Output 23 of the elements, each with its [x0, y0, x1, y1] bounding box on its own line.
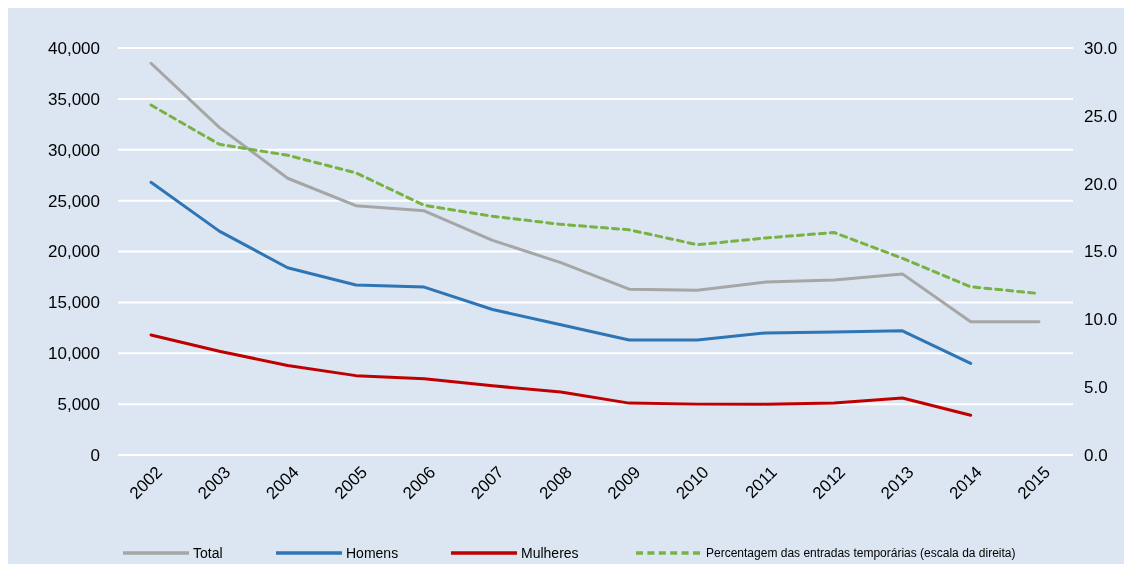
y2-tick-label: 25.0: [1084, 106, 1118, 126]
y2-tick-label: 5.0: [1084, 378, 1108, 398]
y-tick-label: 40,000: [48, 38, 100, 58]
y-tick-label: 30,000: [48, 140, 100, 160]
line-series: [149, 61, 1041, 324]
legend-label: Homens: [346, 544, 399, 561]
y2-tick-label: 10.0: [1084, 310, 1118, 330]
y2-tick-label: 20.0: [1084, 174, 1118, 194]
y2-tick-label: 30.0: [1084, 38, 1118, 58]
line-series: [149, 180, 973, 365]
legend-label: Percentagem das entradas temporárias (escala da direita): [706, 546, 1016, 561]
y2-tick-label: 15.0: [1084, 242, 1118, 262]
line-series: [149, 333, 973, 417]
y-tick-label: 20,000: [48, 242, 100, 262]
y-tick-label: 0: [90, 445, 100, 465]
y-tick-label: 5,000: [57, 395, 100, 415]
y2-tick-label: 0.0: [1084, 445, 1108, 465]
legend-label: Mulheres: [521, 544, 579, 561]
y-tick-label: 10,000: [48, 344, 100, 364]
y-tick-label: 35,000: [48, 89, 100, 109]
legend-label: Total: [193, 544, 223, 561]
y-tick-label: 15,000: [48, 293, 100, 313]
y-tick-label: 25,000: [48, 191, 100, 211]
